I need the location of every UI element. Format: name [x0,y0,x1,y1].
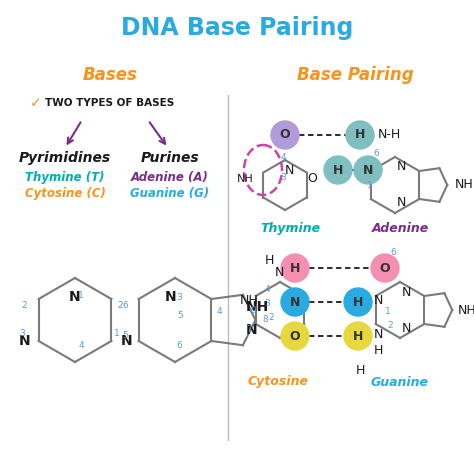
Text: O: O [308,172,318,185]
Text: 2: 2 [118,301,123,310]
Text: 1: 1 [385,308,391,317]
Text: 5: 5 [122,330,128,339]
Text: Guanine (G): Guanine (G) [130,188,210,201]
Text: 3: 3 [280,173,286,182]
Text: 7: 7 [246,325,252,334]
Text: 1: 1 [114,328,119,337]
Text: NH: NH [455,179,474,191]
Text: NH: NH [237,173,253,183]
Text: 2: 2 [268,313,274,322]
Text: H: H [265,254,274,266]
Text: N: N [402,285,411,299]
Text: Pyrimidines: Pyrimidines [19,151,111,165]
Circle shape [281,322,309,350]
Text: O: O [380,262,390,274]
Text: 1: 1 [78,292,84,301]
Text: H: H [355,128,365,142]
Text: 3: 3 [176,293,182,302]
Text: Thymine (T): Thymine (T) [25,171,105,183]
Text: 2: 2 [387,321,393,330]
Text: 9: 9 [250,306,256,315]
Text: Adenine (A): Adenine (A) [131,171,209,183]
Text: Guanine: Guanine [371,375,429,389]
Text: N: N [69,290,81,304]
Text: H: H [333,164,343,176]
Text: ✓: ✓ [30,96,42,110]
Text: 5: 5 [177,311,183,320]
Text: 6: 6 [390,247,396,256]
Text: O: O [290,329,301,343]
Text: H: H [374,344,383,356]
Text: H: H [353,295,363,309]
Text: N: N [397,197,406,210]
Circle shape [324,156,352,184]
Text: N: N [121,334,133,348]
Text: N: N [374,293,383,307]
Text: DNA Base Pairing: DNA Base Pairing [121,16,353,40]
Text: Bases: Bases [82,66,137,84]
Text: 2: 2 [22,301,27,310]
Text: 6: 6 [176,341,182,350]
Text: 8: 8 [263,316,268,325]
Text: 3: 3 [264,300,270,309]
Text: TWO TYPES OF BASES: TWO TYPES OF BASES [45,98,174,108]
Text: N: N [275,265,284,279]
Text: Cytosine: Cytosine [247,375,309,389]
Text: 4: 4 [217,307,222,316]
Text: H: H [356,364,365,376]
Circle shape [354,156,382,184]
Text: Adenine: Adenine [371,221,428,235]
Text: NH: NH [246,300,269,314]
Text: H: H [353,329,363,343]
Text: Thymine: Thymine [260,221,320,235]
Circle shape [271,121,299,149]
Text: 4: 4 [264,285,270,294]
Text: 6: 6 [373,149,379,158]
Text: N: N [284,164,294,176]
Text: 4: 4 [280,154,286,163]
Text: N: N [19,334,31,348]
Text: N: N [290,295,300,309]
Text: 6: 6 [122,301,128,310]
Text: N: N [402,321,411,335]
Text: Cytosine (C): Cytosine (C) [25,188,105,201]
Text: N: N [374,328,383,340]
Text: N: N [363,164,373,176]
Text: Purines: Purines [141,151,199,165]
Text: N: N [165,290,177,304]
Text: N: N [397,161,406,173]
Circle shape [281,254,309,282]
Circle shape [281,288,309,316]
Circle shape [344,322,372,350]
Circle shape [344,288,372,316]
Text: H: H [290,262,300,274]
Text: N: N [246,323,257,337]
Text: NH: NH [458,303,474,317]
Circle shape [371,254,399,282]
Text: N-H: N-H [378,128,401,142]
Text: NH: NH [240,293,259,307]
Text: Base Pairing: Base Pairing [297,66,413,84]
Text: 3: 3 [20,328,26,337]
Text: 1: 1 [367,182,373,191]
Text: 4: 4 [78,341,84,350]
Text: O: O [280,128,290,142]
Circle shape [346,121,374,149]
